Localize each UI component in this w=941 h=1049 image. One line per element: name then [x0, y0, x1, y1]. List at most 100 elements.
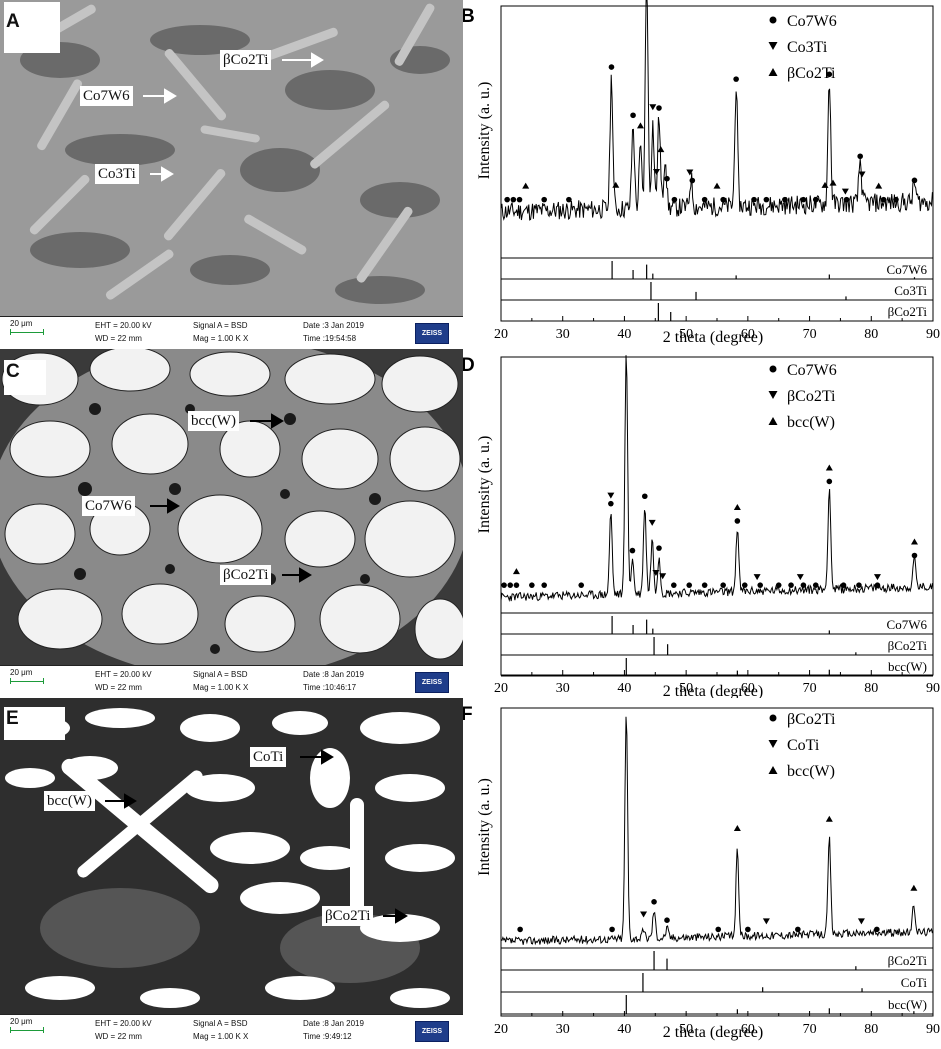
sem-label-a-co7w6: Co7W6 [80, 86, 133, 106]
sem-label-e-bco2ti: βCo2Ti [322, 906, 374, 926]
legend-marker-circle [769, 16, 777, 24]
peak-marker-circle [812, 196, 819, 203]
peak-marker-up-triangle [733, 825, 741, 831]
x-tick-label: 80 [864, 327, 878, 342]
panel-letter-c: C [4, 360, 46, 395]
peak-marker-down-triangle [659, 573, 667, 580]
peak-marker-up-triangle [612, 181, 620, 188]
y-axis-title: Intensity (a. u.) [476, 436, 493, 534]
peak-marker-circle [782, 196, 788, 203]
y-axis-title: Intensity (a. u.) [476, 82, 493, 180]
sem-label-c-co7w6: Co7W6 [82, 496, 135, 516]
zeiss-logo: ZEISS [415, 672, 449, 693]
scale-label: 20 μm [10, 319, 33, 328]
peak-marker-circle [843, 196, 850, 203]
peak-marker-circle [656, 105, 662, 111]
sem-label-e-coti: CoTi [250, 747, 287, 767]
x-tick-label: 80 [864, 1022, 878, 1037]
x-tick-label: 50 [679, 1022, 693, 1037]
reference-label: βCo2Ti [888, 953, 928, 968]
legend-marker-circle [769, 714, 777, 722]
peak-marker-circle [689, 177, 696, 184]
scale-bar [10, 332, 44, 333]
peak-marker-circle [641, 493, 648, 500]
time-text: Time :9:49:12 [303, 1032, 352, 1041]
scale-bar-tick [43, 1027, 44, 1033]
peak-marker-circle [513, 582, 520, 588]
peak-marker-circle [763, 196, 770, 203]
peak-marker-down-triangle [841, 188, 849, 195]
x-tick-label: 80 [864, 681, 878, 696]
peak-marker-circle [720, 196, 726, 203]
time-text: Time :10:46:17 [303, 683, 357, 692]
x-tick-label: 70 [803, 1022, 817, 1037]
signal-text: Signal A = BSD [193, 670, 248, 679]
x-tick-label: 20 [494, 681, 508, 696]
x-tick-label: 50 [679, 327, 693, 342]
legend-label: CoTi [787, 737, 820, 754]
sem-info-bar-c: 20 μm EHT = 20.00 kV WD = 22 mm Signal A… [0, 665, 463, 698]
sem-image-c [0, 349, 463, 665]
peak-marker-circle [812, 582, 819, 588]
peak-marker-circle [664, 917, 670, 923]
plot-frame [500, 5, 934, 322]
eht-text: EHT = 20.00 kV [95, 670, 152, 679]
peak-marker-circle [893, 196, 899, 203]
sem-arrows-e [105, 749, 408, 924]
x-tick-label: 40 [617, 681, 631, 696]
peak-marker-circle [795, 926, 801, 933]
peak-marker-circle [880, 196, 887, 203]
date-text: Date :8 Jan 2019 [303, 670, 364, 679]
peak-marker-up-triangle [522, 182, 530, 189]
peak-marker-circle [664, 175, 670, 182]
scale-bar [10, 1030, 44, 1031]
legend-marker-up-triangle [768, 417, 778, 425]
x-tick-label: 30 [556, 681, 570, 696]
y-axis-title: Intensity (a. u.) [476, 778, 493, 876]
x-tick-label: 70 [803, 327, 817, 342]
reference-label: Co3Ti [894, 283, 927, 298]
legend-marker-down-triangle [768, 42, 778, 50]
sem-label-e-bccw: bcc(W) [44, 791, 95, 811]
legend-label: bcc(W) [787, 763, 835, 780]
peak-marker-down-triangle [648, 519, 656, 526]
sem-info-bar-a: 20 μm EHT = 20.00 kV WD = 22 mm Signal A… [0, 316, 463, 349]
peak-marker-circle [566, 196, 572, 203]
peak-marker-down-triangle [686, 169, 694, 176]
peak-marker-circle [734, 518, 741, 524]
peak-marker-circle [856, 582, 862, 588]
wd-text: WD = 22 mm [95, 683, 142, 692]
peak-marker-circle [701, 196, 708, 203]
sem-label-c-bccw: bcc(W) [188, 411, 239, 431]
x-tick-label: 50 [679, 681, 693, 696]
peak-marker-circle [510, 196, 517, 203]
legend-label: Co7W6 [787, 13, 837, 30]
reference-label: βCo2Ti [888, 638, 928, 653]
peak-marker-circle [504, 196, 510, 203]
reference-label: Co7W6 [887, 262, 928, 277]
peak-marker-down-triangle [873, 574, 881, 581]
peak-marker-up-triangle [825, 815, 833, 822]
peak-marker-circle [911, 552, 918, 559]
peak-marker-circle [701, 582, 708, 588]
peak-marker-circle [745, 926, 751, 933]
sem-micrograph-c: 20 μm EHT = 20.00 kV WD = 22 mm Signal A… [0, 349, 463, 698]
x-tick-label: 70 [803, 681, 817, 696]
sem-label-a-co3ti: Co3Ti [95, 164, 139, 184]
eht-text: EHT = 20.00 kV [95, 321, 152, 330]
reference-label: bcc(W) [888, 997, 927, 1012]
peak-marker-circle [757, 582, 763, 588]
x-tick-label: 20 [494, 327, 508, 342]
reference-label: bcc(W) [888, 659, 927, 674]
peak-marker-circle [651, 899, 657, 905]
sem-label-a-bco2ti: βCo2Ti [220, 50, 272, 70]
peak-marker-down-triangle [858, 171, 866, 178]
peak-marker-circle [501, 582, 507, 588]
peak-marker-circle [715, 926, 722, 933]
peak-marker-down-triangle [653, 169, 661, 176]
date-text: Date :8 Jan 2019 [303, 1019, 364, 1028]
scale-bar-tick [10, 329, 11, 335]
date-text: Date :3 Jan 2019 [303, 321, 364, 330]
scale-label: 20 μm [10, 1017, 33, 1026]
peak-marker-circle [629, 547, 636, 554]
